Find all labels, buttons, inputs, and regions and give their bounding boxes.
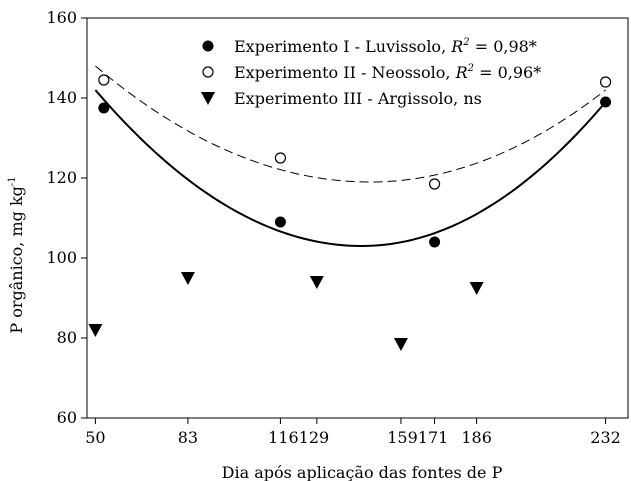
legend-marker-series-2 xyxy=(202,66,214,78)
data-point-series-3 xyxy=(309,276,324,289)
legend-r-value: = 0,96* xyxy=(474,63,541,82)
legend-label-text: Experimento III - Argissolo, ns xyxy=(234,89,482,108)
y-axis-label-superscript: -1 xyxy=(7,176,18,186)
y-tick-label: 160 xyxy=(46,8,77,27)
y-axis-label-main: P orgânico, mg kg xyxy=(7,186,26,334)
data-point-series-2 xyxy=(98,74,110,86)
data-point-series-1 xyxy=(600,96,612,108)
data-point-series-1 xyxy=(429,236,441,248)
fit-curves xyxy=(94,65,607,247)
y-tick-label: 100 xyxy=(46,248,77,267)
legend: Experimento I - Luvissolo, R2 = 0,98*Exp… xyxy=(201,37,541,108)
legend-label-series-3: Experimento III - Argissolo, ns xyxy=(234,89,482,108)
legend-marker-series-1 xyxy=(202,40,214,52)
legend-r-symbol: R xyxy=(455,63,468,82)
legend-label-text: Experimento I - Luvissolo, xyxy=(234,37,451,56)
x-axis-label: Dia após aplicação das fontes de P xyxy=(222,463,503,481)
x-tick-label: 83 xyxy=(178,428,198,447)
y-tick-label: 60 xyxy=(57,408,77,427)
legend-r-symbol: R xyxy=(450,37,463,56)
x-tick-label: 50 xyxy=(85,428,105,447)
data-point-series-3 xyxy=(469,282,484,295)
y-tick-label: 140 xyxy=(46,88,77,107)
data-point-series-2 xyxy=(274,152,287,164)
plot-frame xyxy=(86,17,629,419)
y-axis-label: P orgânico, mg kg-1 xyxy=(7,176,26,333)
legend-r-value: = 0,98* xyxy=(470,37,537,56)
x-tick-label: 186 xyxy=(461,428,492,447)
fit-curve-series-2 xyxy=(95,65,606,183)
y-tick-label: 80 xyxy=(57,328,77,347)
data-point-series-2 xyxy=(428,178,441,190)
legend-r-superscript: 2 xyxy=(462,37,469,48)
legend-label-series-1: Experimento I - Luvissolo, R2 = 0,98* xyxy=(234,37,537,56)
data-point-series-3 xyxy=(393,338,408,351)
x-tick-label: 116129 xyxy=(268,428,329,447)
legend-r-superscript: 2 xyxy=(467,63,474,74)
axes: 60 80 100 120 140 160 50 83 116129 159171 186 232 xyxy=(46,8,629,447)
data-point-series-2 xyxy=(599,76,612,88)
data-point-series-3 xyxy=(88,324,103,337)
x-tick-label: 232 xyxy=(590,428,621,447)
data-point-series-1 xyxy=(98,102,110,114)
legend-label-series-2: Experimento II - Neossolo, R2 = 0,96* xyxy=(234,63,541,82)
legend-label-text: Experimento II - Neossolo, xyxy=(234,63,456,82)
data-points xyxy=(88,74,612,351)
x-tick-label: 159171 xyxy=(387,428,448,447)
data-point-series-1 xyxy=(274,216,286,228)
fit-curve-series-1 xyxy=(94,89,607,247)
y-tick-label: 120 xyxy=(46,168,77,187)
data-point-series-3 xyxy=(180,272,195,285)
legend-marker-series-3 xyxy=(201,92,215,105)
